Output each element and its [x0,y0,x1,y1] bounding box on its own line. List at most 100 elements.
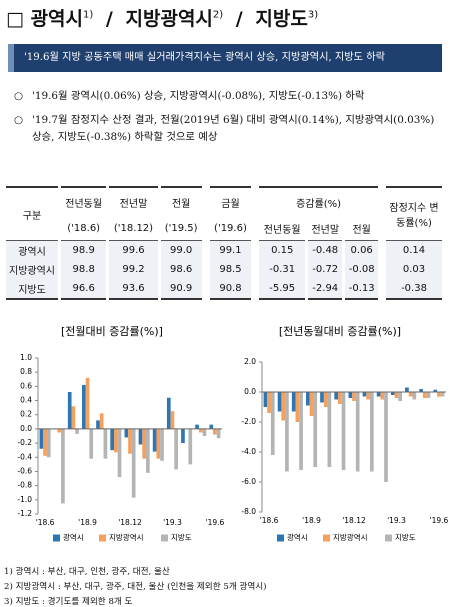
x-tick-label: '18.9 [78,518,97,527]
header-cell: 증감률(%) [251,186,382,216]
bar [39,428,44,449]
bar [348,392,353,398]
bar [114,428,118,453]
bar [117,428,122,478]
bar [75,428,79,434]
header-cell: 잠정지수 변동률(%) [378,186,442,241]
bar [320,392,324,403]
y-tick-label: -0.4 [17,452,32,461]
bar [369,392,374,472]
note: 3) [4,597,13,607]
bar [124,428,129,438]
y-tick-label: 0.0 [244,387,256,396]
table-cell: 0.03 [378,260,442,279]
legend-swatch [53,534,60,542]
bar [96,420,100,429]
bar [57,428,62,433]
legend-swatch [277,534,284,542]
table-row: 지방도 96.6 93.6 90.9 90.8 -5.95 -2.94 -0.13 -0.38 [6,279,442,300]
x-tick-label: '18.9 [302,516,321,525]
legend-label: 광역시 [63,532,84,542]
note: 1) [83,9,94,21]
bar [323,392,328,407]
bar [366,392,370,400]
bar [195,424,199,429]
bar [103,428,108,459]
header-cell: 전년말 [305,216,344,241]
bar [291,392,296,412]
bar [419,389,423,392]
bar [174,428,178,470]
bar [46,428,51,458]
legend-swatch [385,534,392,542]
table-cell: -2.94 [305,279,344,300]
bar [99,413,104,429]
y-tick-label: -0.8 [17,481,32,490]
table-cell: 93.6 [106,279,160,300]
bar [145,428,150,473]
y-tick-label: -8.0 [241,507,256,516]
note: 1) [4,567,13,577]
bar [166,397,171,429]
marker: ○ [14,114,24,126]
bar [405,387,409,392]
table: 구분 전년동월 전년말 전월 금월 증감률(%) 잠정지수 변동률(%) ('1… [6,186,442,300]
table-cell: 98.6 [157,260,206,279]
bar [376,392,381,397]
bar [398,392,402,401]
y-tick-label: -0.6 [17,466,32,475]
bar [89,428,94,459]
bar [426,392,431,398]
footnote-text: 지방도 : 경기도를 제외한 8개 도 [15,597,133,607]
header-cell: 전년동월 [57,186,108,216]
bar [306,392,310,406]
y-tick-label: -6.0 [241,477,256,486]
table-cell: 96.6 [57,279,108,300]
table-cell: 99.6 [106,240,160,260]
table-cell: 99.2 [106,260,160,279]
bar [408,392,413,397]
header-cell: 금월 [201,186,256,216]
y-tick-label: 0.0 [20,424,32,433]
table-cell: 0.15 [251,240,307,260]
y-tick-label: -0.2 [17,438,32,447]
header-cell: ('19.5) [157,216,206,241]
bar [142,428,146,459]
header-cell: ('18.6) [57,216,108,241]
bar [209,424,214,429]
chart-title: [전년동월대비 증감률(%)] [279,325,401,338]
header-cell: ('19.6) [201,216,256,241]
bar [67,392,72,429]
bar [71,406,76,429]
bar [338,392,342,404]
x-tick-label: '19.6 [206,518,225,527]
bar [85,377,90,429]
y-tick-label: -1.0 [17,495,32,504]
marker: □ [6,8,24,30]
bar [412,392,417,400]
bullet-text: '19.7월 잠정지수 산정 결과, 전월(2019년 6월) 대비 광역시(0… [32,114,435,143]
bar [362,392,367,397]
bar [216,428,221,439]
x-tick-label: '19.3 [163,518,182,527]
table-cell: 99.1 [201,240,256,260]
row-header: 지방광역시 [6,260,60,279]
legend-label: 지방광역시 [109,532,144,542]
table-cell: 90.8 [201,279,256,300]
heading-item: 지방광역시 [125,8,213,30]
table-row: 광역시 98.9 99.6 99.0 99.1 0.15 -0.48 0.06 0.14 [6,240,442,260]
footnote: 2) 지방광역시 : 부산, 대구, 광주, 대전, 울산 (인천을 제외한 5… [4,580,267,592]
bar [437,392,441,397]
bar [156,428,161,459]
y-tick-label: -1.2 [17,509,32,518]
table-cell: -0.48 [305,240,344,260]
table-cell: -0.72 [305,260,344,279]
row-header: 광역시 [6,240,60,260]
row-header: 지방도 [6,279,60,300]
bar [270,392,275,455]
table-cell: 0.06 [342,240,382,260]
bar [43,428,47,456]
x-tick-label: '18.6 [36,518,55,527]
table-cell: 98.5 [201,260,256,279]
